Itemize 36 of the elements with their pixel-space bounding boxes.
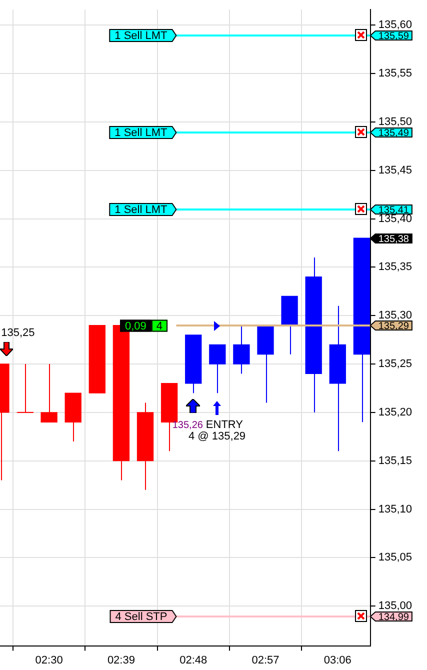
annotation: 4: [156, 320, 163, 332]
text: 135,59: [378, 30, 410, 42]
y-tick-label: 135,00: [378, 600, 412, 612]
candlestick: [40, 364, 58, 423]
y-tick-label: 135,50: [378, 116, 412, 128]
candlestick: [16, 364, 34, 413]
annotation: 135,26: [172, 420, 204, 431]
y-tick-label: 135,45: [378, 164, 412, 176]
x-tick-label: 02:48: [180, 654, 208, 666]
ref-line-label: 1 Sell LMT: [114, 30, 168, 42]
y-tick-label: 135,55: [378, 68, 412, 80]
text: 134,99: [378, 612, 410, 623]
y-tick-label: 135,60: [378, 19, 412, 32]
annotation: 0,09: [124, 320, 146, 332]
candlestick: [209, 344, 226, 394]
y-tick-label: 135,30: [378, 310, 412, 322]
ref-line-label: 1 Sell LMT: [114, 127, 168, 140]
text: 135,38: [378, 234, 410, 245]
x-tick-label: 02:30: [35, 654, 63, 666]
y-tick-label: 135,15: [378, 454, 412, 467]
text: 135,29: [378, 320, 410, 332]
candlestick: [233, 324, 250, 374]
x-tick-label: 03:06: [324, 654, 352, 666]
y-tick-label: 135,10: [378, 503, 412, 516]
x-tick-label: 02:39: [107, 654, 135, 666]
y-tick-label: 135,25: [378, 358, 412, 370]
annotation: 4 @ 135,29: [188, 430, 246, 443]
text: 135,49: [378, 128, 410, 139]
ref-line-label: 4 Sell STP: [115, 611, 168, 624]
x-tick-label: 02:57: [252, 654, 280, 666]
y-tick-label: 135,05: [378, 552, 412, 564]
y-tick-label: 135,20: [378, 406, 412, 418]
annotation: 135,25: [1, 326, 35, 339]
annotation: ENTRY: [206, 419, 244, 432]
y-tick-label: 135,35: [378, 261, 412, 274]
ref-line-label: 1 Sell LMT: [114, 204, 168, 216]
